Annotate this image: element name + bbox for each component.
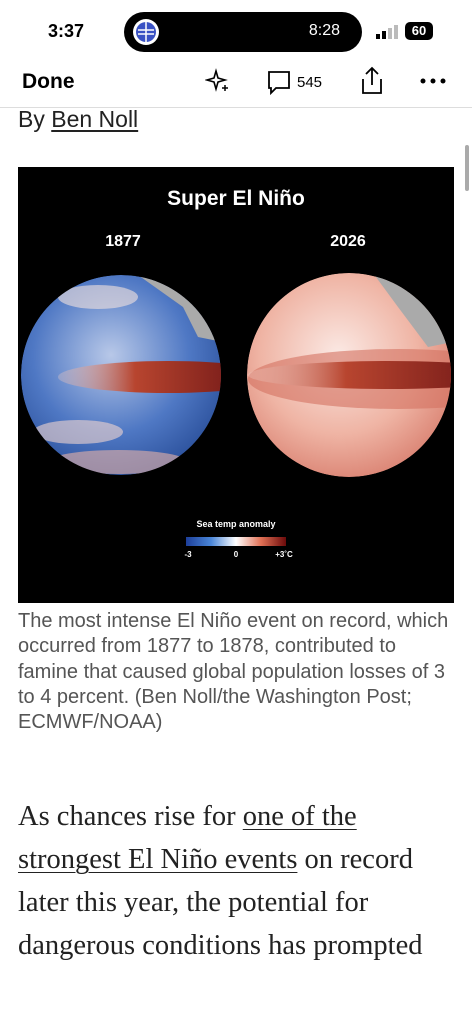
body-link[interactable]: one of the strongest El Niño events <box>18 801 357 875</box>
legend-bar <box>186 537 286 546</box>
byline: By Ben Noll <box>18 106 138 133</box>
legend-max: +3˚C <box>275 550 293 559</box>
caption: The most intense El Niño event on record… <box>18 610 449 734</box>
right-label: 2026 <box>330 233 366 250</box>
app-icon <box>133 19 159 45</box>
status-time: 3:37 <box>48 21 85 41</box>
share-button[interactable] <box>359 66 385 96</box>
signal <box>376 25 398 39</box>
comment-count: 545 <box>297 74 323 91</box>
body-text: on record later this year, the potential… <box>18 844 423 961</box>
scrollbar <box>465 145 469 191</box>
legend-title: Sea temp anomaly <box>196 519 275 529</box>
left-label: 1877 <box>105 233 141 250</box>
byline-prefix: By <box>18 106 45 132</box>
figure: Super El Niño 1877 2026 Sea temp anomaly… <box>18 167 454 603</box>
globe-2026 <box>247 273 451 477</box>
dynamic-island[interactable]: 8:28 <box>124 12 362 52</box>
author-link[interactable]: Ben Noll <box>51 106 139 132</box>
island-time: 8:28 <box>308 22 340 39</box>
battery: 60 <box>405 22 433 40</box>
globe-1877 <box>21 275 221 475</box>
body-text: As chances rise for <box>18 801 236 832</box>
toolbar-divider <box>0 107 472 108</box>
legend-mid: 0 <box>234 550 239 559</box>
done-button[interactable]: Done <box>22 70 75 93</box>
article-body: As chances rise for one of the strongest… <box>18 795 458 967</box>
figure-title: Super El Niño <box>167 187 305 210</box>
comment-button[interactable] <box>267 70 293 96</box>
legend-min: -3 <box>184 550 192 559</box>
sparkle-button[interactable] <box>205 68 231 94</box>
more-button[interactable] <box>418 74 448 88</box>
